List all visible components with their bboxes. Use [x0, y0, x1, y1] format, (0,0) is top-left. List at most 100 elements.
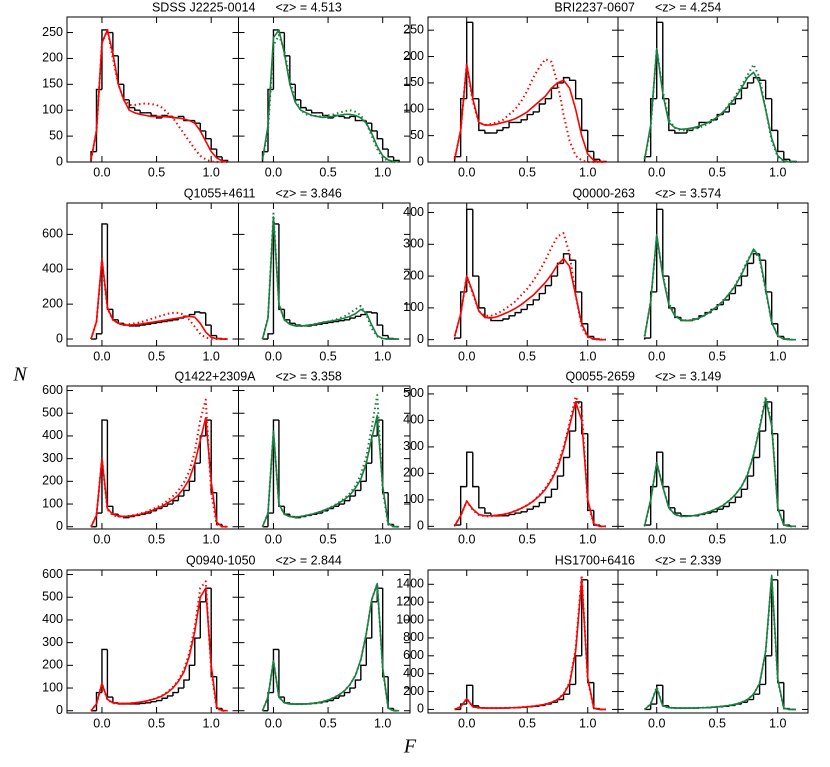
model-curve	[453, 58, 606, 163]
histogram-bin	[283, 697, 290, 704]
panel-frame	[427, 569, 619, 714]
histogram-bin	[466, 208, 473, 292]
model-curve	[453, 63, 606, 163]
histogram-bin	[716, 508, 724, 512]
model-curve	[261, 212, 400, 341]
histogram-bin	[668, 276, 675, 309]
panel-title: Q0000-263	[572, 186, 635, 200]
histogram-bin	[593, 151, 600, 161]
panel-subtitle: <z> = 4.513	[276, 0, 342, 14]
y-tick-label: 300	[42, 635, 63, 649]
model-curve	[90, 258, 228, 340]
histogram-bin	[387, 492, 394, 526]
histogram-bin	[354, 679, 361, 689]
histogram-bin	[746, 82, 754, 89]
x-tick-label: 0.0	[93, 716, 110, 730]
x-tick-label: 0.5	[519, 532, 536, 546]
histogram-bin	[300, 99, 307, 109]
histogram-bin	[310, 110, 318, 114]
y-tick-label: 100	[403, 102, 424, 116]
panel-title: SDSS J2225-0014	[152, 0, 256, 14]
y-tick-label: 800	[403, 630, 424, 644]
histogram-bin	[740, 275, 748, 286]
histogram-bin	[172, 499, 179, 505]
histogram-bin	[532, 111, 540, 115]
histogram-bin	[580, 291, 588, 325]
panel-frame	[238, 385, 411, 530]
histogram-bin	[144, 512, 152, 515]
panel-subtitle: <z> = 3.574	[655, 186, 721, 200]
histogram-bin	[210, 325, 217, 337]
x-tick-label: 0.0	[265, 532, 282, 546]
histogram-bin	[550, 275, 558, 286]
panel-frame	[66, 202, 239, 347]
histogram-bin	[459, 98, 467, 157]
y-tick-label: 1400	[396, 577, 424, 591]
model-curve	[643, 235, 796, 341]
model-curve	[261, 29, 400, 163]
x-tick-label: 0.5	[709, 165, 726, 179]
panel-subtitle: <z> = 3.846	[276, 186, 342, 200]
panel-title: BRI2237-0607	[554, 0, 635, 14]
histogram-bin	[376, 312, 383, 326]
histogram-bin	[568, 430, 576, 458]
x-tick-label: 1.0	[579, 716, 596, 730]
y-tick-label: 600	[42, 227, 63, 241]
x-tick-label: 0.5	[519, 716, 536, 730]
y-tick-label: 50	[410, 128, 424, 142]
histogram-bin	[649, 485, 657, 526]
y-tick-label: 500	[403, 386, 424, 400]
histogram-bin	[587, 323, 594, 338]
x-tick-label: 0.0	[265, 165, 282, 179]
x-tick-label: 0.0	[93, 532, 110, 546]
histogram-bin	[777, 130, 784, 153]
histogram-bin	[381, 325, 389, 337]
histogram-bin	[194, 311, 201, 315]
histogram-bin	[478, 276, 485, 309]
panel-frame	[617, 202, 809, 347]
histogram-bin	[649, 98, 657, 157]
histogram-bin	[502, 127, 510, 131]
histogram-bin	[166, 320, 173, 322]
x-tick-label: 0.0	[265, 349, 282, 363]
y-tick-label: 250	[403, 22, 424, 36]
y-tick-label: 150	[42, 77, 63, 91]
histogram-bin	[587, 433, 594, 512]
y-tick-label: 200	[42, 51, 63, 65]
histogram-bin	[459, 703, 467, 710]
histogram-bin	[593, 682, 600, 710]
histogram-bin	[568, 253, 576, 261]
histogram-bin	[746, 698, 754, 703]
panel-frame	[238, 202, 411, 347]
histogram-bin	[95, 333, 102, 340]
histogram-bin	[520, 308, 528, 313]
y-tick-label: 400	[42, 612, 63, 626]
histogram-bin	[783, 682, 790, 710]
histogram-bin	[349, 317, 356, 320]
histogram-bin	[484, 507, 491, 514]
histogram-bin	[662, 209, 669, 277]
model-curve	[453, 395, 606, 528]
histogram-bin	[752, 693, 760, 700]
histogram-bin	[371, 123, 378, 132]
histogram-bin	[183, 679, 190, 689]
histogram-bin	[728, 292, 736, 300]
model-curve	[644, 574, 796, 711]
histogram-bin	[321, 112, 329, 117]
histogram-bin	[215, 149, 223, 158]
x-tick-label: 0.5	[148, 532, 165, 546]
histogram-bin	[484, 130, 491, 134]
x-tick-label: 1.0	[374, 165, 391, 179]
panel-frame	[617, 385, 809, 530]
histogram-bin	[188, 664, 195, 681]
histogram-bin	[562, 253, 570, 264]
histogram-bin	[649, 291, 657, 339]
histogram-bin	[556, 262, 564, 277]
histogram-bin	[183, 489, 190, 497]
histogram-bin	[381, 420, 389, 494]
y-tick-label: 50	[49, 128, 63, 142]
histogram-bin	[734, 284, 742, 294]
histogram-bin	[123, 84, 130, 101]
histogram-bin	[210, 138, 217, 150]
y-tick-label: 1000	[396, 612, 424, 626]
